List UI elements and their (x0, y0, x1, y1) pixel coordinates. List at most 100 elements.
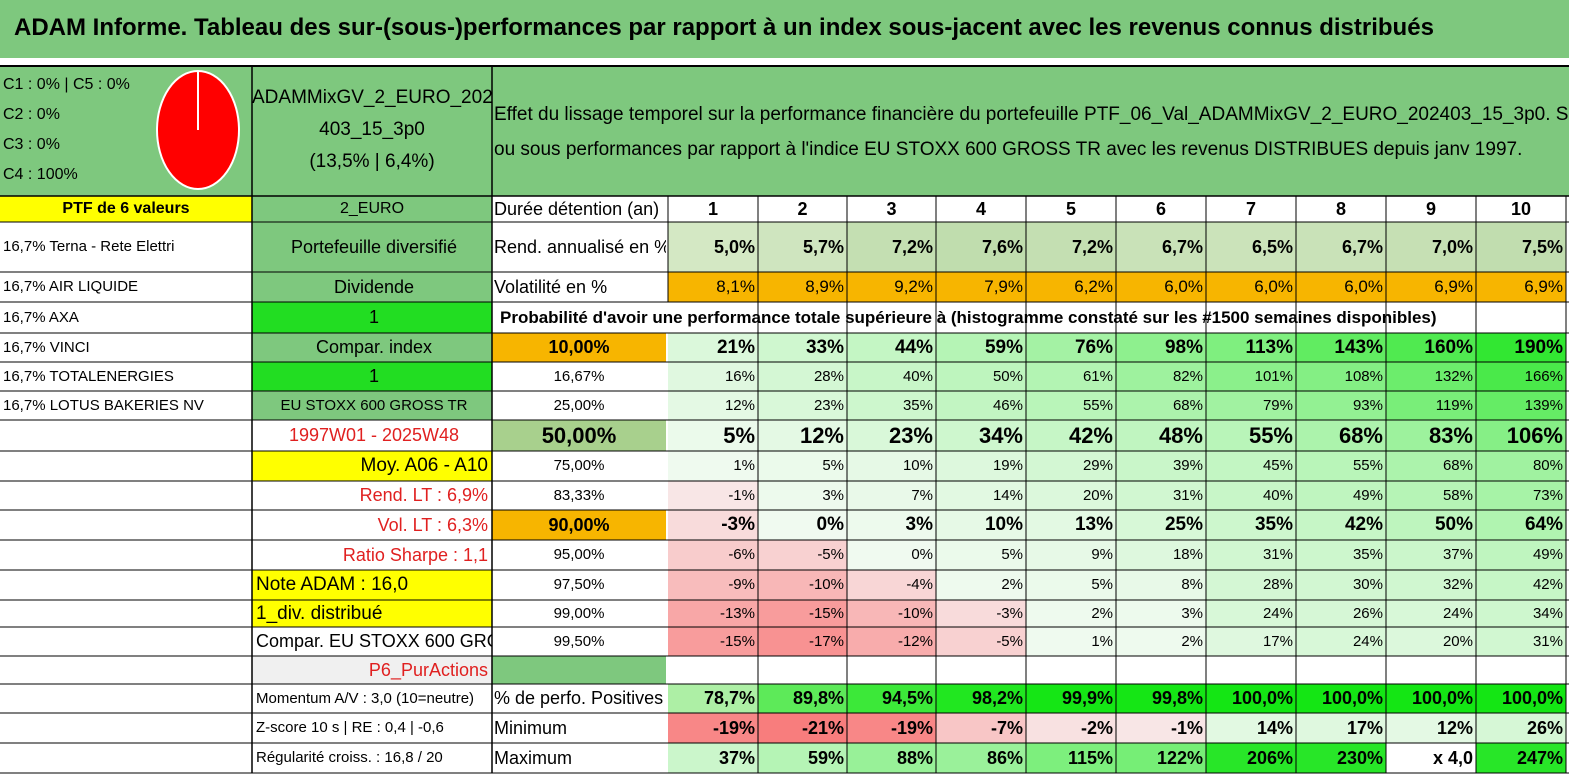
quantile-bg (1386, 570, 1476, 600)
quantile-value: 39% (1172, 457, 1203, 474)
quantile-bg (1026, 362, 1116, 391)
quantile-value: 5% (1001, 546, 1023, 563)
stat-bg (1296, 743, 1386, 773)
stat-value: 100,0% (1411, 688, 1473, 708)
quantile-bg (1476, 333, 1566, 362)
quantile-value: 45% (1262, 457, 1293, 474)
quantile-bg (1026, 333, 1116, 362)
quantile-value: 58% (1442, 487, 1473, 504)
quantile-value: 35% (902, 397, 933, 414)
stat-label: Minimum (494, 718, 568, 738)
quantile-label: 75,00% (553, 457, 605, 474)
quantile-bg (1296, 510, 1386, 540)
quantile-value: 14% (992, 487, 1023, 504)
year-header: 3 (886, 199, 897, 219)
quantile-value: 80% (1532, 457, 1563, 474)
quantile-bg (1296, 600, 1386, 627)
stat-value: 100,0% (1321, 688, 1383, 708)
info-cell: Z-score 10 s | RE : 0,4 | -0,6 (256, 719, 444, 736)
stat-value: -7% (990, 718, 1023, 738)
quantile-value: 12% (799, 423, 844, 448)
quantile-value: 55% (1352, 457, 1383, 474)
quantile-value: 5% (1091, 576, 1113, 593)
stat-bg (1386, 713, 1476, 743)
quantile-value: 83% (1428, 423, 1473, 448)
ptf-label-bg (0, 196, 252, 222)
quantile-bg (758, 570, 847, 600)
quantile-bg (1206, 540, 1296, 570)
stat-bg (936, 684, 1026, 713)
quantile-value: 24% (1352, 633, 1383, 650)
quantile-value: 16% (724, 368, 755, 385)
stat-bg (1026, 684, 1116, 713)
quantile-label: 95,00% (553, 546, 605, 563)
year-header: 5 (1065, 199, 1076, 219)
stat-value: 78,7% (703, 688, 755, 708)
stat-bg (1476, 713, 1566, 743)
quantile-value: 190% (1514, 337, 1563, 358)
stat-value: 59% (807, 748, 844, 768)
quantile-value: 40% (1262, 487, 1293, 504)
stat-bg (668, 713, 758, 743)
description-line: ou sous performances par rapport à l'ind… (494, 139, 1523, 160)
quantile-label: 10,00% (548, 337, 610, 357)
stat-bg (1026, 743, 1116, 773)
quantile-value: 3% (1181, 605, 1203, 622)
vol-bg (758, 272, 847, 302)
year-header: 2 (797, 199, 808, 219)
quantile-value: 50% (992, 368, 1023, 385)
stat-bg (1116, 713, 1206, 743)
quantile-value: 26% (1352, 605, 1383, 622)
vol-bg (1116, 272, 1206, 302)
quantile-bg (1386, 333, 1476, 362)
stat-value: 26% (1526, 718, 1563, 738)
quantile-bg (1026, 420, 1116, 451)
quantile-value: 2% (1001, 576, 1023, 593)
vol-bg (936, 272, 1026, 302)
quantile-value: 8% (1181, 576, 1203, 593)
quantile-bg (1206, 333, 1296, 362)
quantile-bg (1116, 570, 1206, 600)
quantile-value: 73% (1532, 487, 1563, 504)
quantile-value: 160% (1424, 337, 1473, 358)
quantile-bg (1026, 451, 1116, 481)
vol-bg (1386, 272, 1476, 302)
stat-bg (1116, 684, 1206, 713)
quantile-bg (847, 540, 936, 570)
stat-bg (1026, 713, 1116, 743)
vol-value: 6,0% (1344, 277, 1383, 296)
quantile-value: 1% (1091, 633, 1113, 650)
info-cell: Compar. EU STOXX 600 GROSS TI (256, 631, 492, 651)
quantile-value: -3% (996, 605, 1023, 622)
quantile-bg (758, 510, 847, 540)
stat-value: 86% (986, 748, 1023, 768)
quantile-bg (847, 600, 936, 627)
holding-row: 16,7% AXA (3, 309, 79, 326)
quantile-bg (1206, 391, 1296, 420)
quantile-value: 10% (984, 514, 1023, 535)
years-label: Durée détention (an) (494, 199, 660, 219)
quantile-bg (1476, 420, 1566, 451)
quantile-value: 68% (1442, 457, 1473, 474)
stat-bg (847, 713, 936, 743)
quantile-value: 19% (992, 457, 1023, 474)
holding-row: 16,7% Terna - Rete Elettri (3, 238, 175, 255)
quantile-bg (1476, 481, 1566, 510)
quantile-bg (668, 420, 758, 451)
vol-bg (1476, 272, 1566, 302)
quantile-value: -5% (817, 546, 844, 563)
moy-bg (252, 451, 492, 481)
quantile-bg (1206, 481, 1296, 510)
quantile-bg (1296, 333, 1386, 362)
quantile-bg (1206, 510, 1296, 540)
stat-value: 100,0% (1501, 688, 1563, 708)
quantile-value: 29% (1082, 457, 1113, 474)
quantile-value: 3% (905, 514, 933, 535)
quantile-bg (1116, 391, 1206, 420)
quantile-value: 23% (888, 423, 933, 448)
info-cell-bg (252, 272, 492, 302)
vol-value: 6,9% (1524, 277, 1563, 296)
quantile-value: 25% (1164, 514, 1203, 535)
quantile-value: 68% (1338, 423, 1383, 448)
quantile-value: 35% (1254, 514, 1293, 535)
